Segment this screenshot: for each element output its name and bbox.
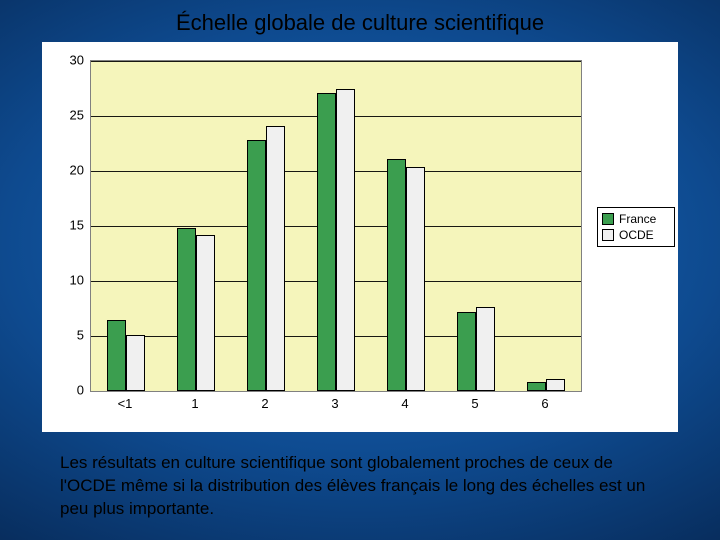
x-tick-label: 2 <box>235 396 295 411</box>
bar <box>387 159 406 391</box>
y-tick-label: 0 <box>46 383 84 398</box>
plot-area <box>90 60 582 392</box>
legend-label: France <box>619 212 656 226</box>
chart-panel: FranceOCDE 051015202530<1123456 <box>42 42 678 432</box>
bar <box>476 307 495 391</box>
y-tick-label: 15 <box>46 218 84 233</box>
bar <box>247 140 266 391</box>
legend-item: OCDE <box>602 227 670 243</box>
legend: France OCDE <box>597 207 675 247</box>
legend-label: OCDE <box>619 228 654 242</box>
bar <box>336 89 355 392</box>
legend-item: France <box>602 211 670 227</box>
x-tick-label: 6 <box>515 396 575 411</box>
x-tick-label: 5 <box>445 396 505 411</box>
grid-line <box>91 61 581 62</box>
caption-text: Les résultats en culture scientifique so… <box>60 452 660 521</box>
bar <box>177 228 196 391</box>
y-tick-label: 20 <box>46 163 84 178</box>
bar <box>546 379 565 391</box>
legend-swatch <box>602 213 614 225</box>
slide-title: Échelle globale de culture scientifique <box>0 10 720 36</box>
y-tick-label: 10 <box>46 273 84 288</box>
bar <box>196 235 215 391</box>
bar <box>107 320 126 392</box>
x-tick-label: <1 <box>95 396 155 411</box>
slide: Échelle globale de culture scientifique … <box>0 0 720 540</box>
bar <box>457 312 476 391</box>
x-tick-label: 3 <box>305 396 365 411</box>
bar <box>527 382 546 391</box>
x-tick-label: 1 <box>165 396 225 411</box>
bar <box>406 167 425 391</box>
bar <box>126 335 145 391</box>
bar <box>266 126 285 391</box>
y-tick-label: 25 <box>46 108 84 123</box>
bar <box>317 93 336 391</box>
legend-swatch <box>602 229 614 241</box>
x-tick-label: 4 <box>375 396 435 411</box>
y-tick-label: 5 <box>46 328 84 343</box>
y-tick-label: 30 <box>46 53 84 68</box>
